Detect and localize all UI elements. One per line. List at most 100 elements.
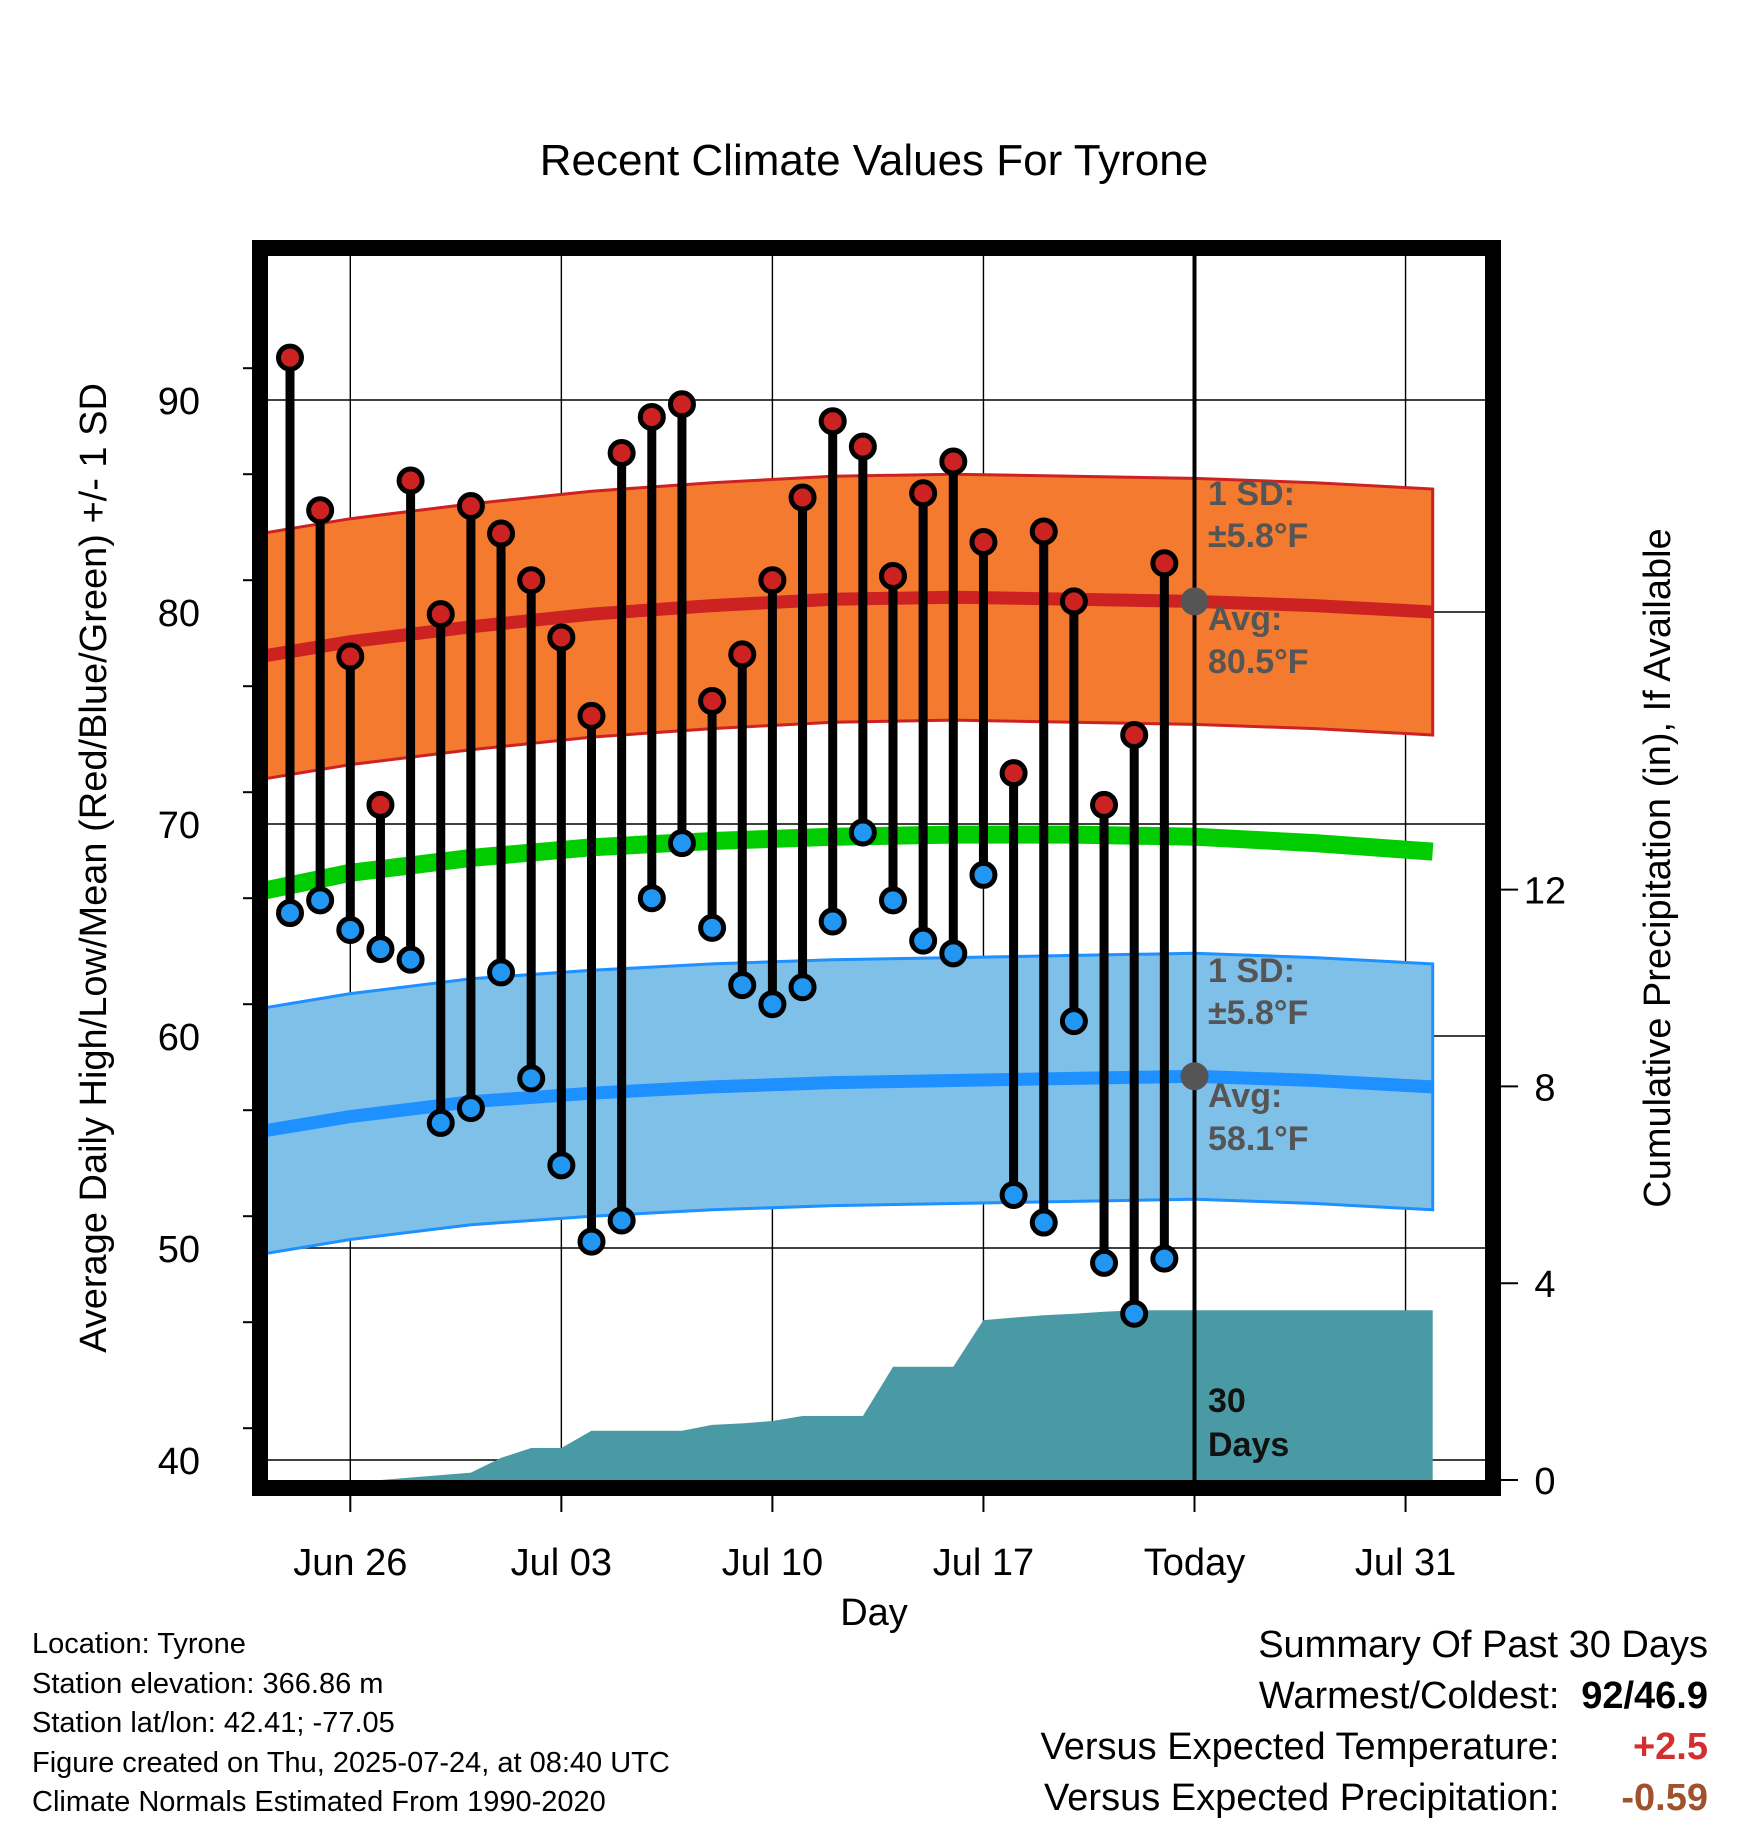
daily-stems [285, 357, 1169, 1314]
low-point-9 [547, 1151, 576, 1180]
x-tick-label-0: Jun 26 [293, 1542, 407, 1584]
today-high-avg-dot [1180, 587, 1209, 616]
low-point-18 [818, 907, 847, 936]
low-point-5 [426, 1108, 455, 1137]
high-avg-label: Avg: [1208, 600, 1282, 638]
mean-avg-line [268, 825, 1434, 900]
high-point-25 [1029, 517, 1058, 546]
high-sd-value: ±5.8°F [1208, 517, 1308, 555]
today-marker [1180, 256, 1209, 1480]
low-point-12 [637, 884, 666, 913]
low-point-26 [1059, 1007, 1088, 1036]
low-point-4 [396, 945, 425, 974]
summary-panel: Summary Of Past 30 Days Warmest/Coldest:… [1041, 1620, 1708, 1824]
low-point-21 [909, 926, 938, 955]
temp-value: +2.5 [1632, 1726, 1708, 1768]
low-point-27 [1090, 1248, 1119, 1277]
low-point-3 [366, 935, 395, 964]
annotations: 1 SD: ±5.8°F Avg: 80.5°F 1 SD: ±5.8°F Avg: 58.1… [1208, 475, 1309, 1464]
low-avg-value: 58.1°F [1208, 1120, 1309, 1158]
high-point-27 [1090, 790, 1119, 819]
created-text: Figure created on Thu, 2025-07-24, at 08… [32, 1746, 670, 1779]
low-point-8 [517, 1064, 546, 1093]
low-point-2 [336, 916, 365, 944]
high-sd-label: 1 SD: [1208, 475, 1295, 513]
precip-value: -0.59 [1621, 1777, 1708, 1819]
low-point-1 [306, 886, 335, 915]
high-point-2 [336, 642, 365, 671]
high-point-16 [758, 566, 787, 595]
high-point-23 [969, 528, 998, 557]
low-sd-value: ±5.8°F [1208, 994, 1308, 1032]
low-point-20 [879, 886, 907, 915]
low-point-24 [999, 1181, 1028, 1209]
y-tick-label-4: 80 [158, 593, 200, 635]
low-point-0 [276, 899, 304, 928]
low-point-16 [758, 990, 787, 1019]
high-point-3 [366, 790, 395, 819]
x-tick-label-4: Today [1144, 1542, 1245, 1584]
high-point-10 [577, 701, 606, 730]
high-point-1 [306, 496, 335, 525]
low-point-7 [487, 958, 516, 987]
high-point-6 [456, 492, 485, 520]
high-point-20 [879, 561, 907, 590]
y-tick-label-1: 50 [158, 1229, 200, 1271]
location-text: Location: Tyrone [32, 1628, 246, 1660]
temp-label: Versus Expected Temperature: [1040, 1726, 1560, 1768]
low-point-22 [939, 939, 968, 968]
warmest-row: Warmest/Coldest: 92/46.9 [1041, 1671, 1708, 1722]
station-info: Location: Tyrone Station elevation: 366.… [32, 1625, 670, 1823]
high-point-26 [1059, 587, 1088, 616]
precip-row: Versus Expected Precipitation: -0.59 [1041, 1773, 1708, 1824]
high-point-13 [667, 390, 696, 419]
high-point-7 [487, 519, 516, 548]
low-point-11 [607, 1206, 636, 1235]
high-point-14 [698, 687, 727, 716]
days-word-label: Days [1208, 1426, 1289, 1464]
warmest-value: 92/46.9 [1581, 1675, 1708, 1717]
high-point-17 [788, 483, 817, 512]
y2-tick-label-3: 12 [1524, 871, 1566, 913]
y-axis-label: Average Daily High/Low/Mean (Red/Blue/Gr… [73, 383, 115, 1353]
high-point-21 [909, 479, 938, 508]
plot-frame [252, 240, 1501, 1496]
high-point-22 [939, 447, 968, 476]
low-point-6 [456, 1094, 485, 1123]
x-tick-label-5: Jul 31 [1355, 1542, 1456, 1584]
precip-area [268, 1310, 1433, 1480]
low-point-14 [698, 913, 727, 942]
axes: 40 50 60 70 80 90 0 4 8 12 Jun 26 Jul 03 Jul 10 Jul 1… [158, 367, 1566, 1584]
low-point-28 [1120, 1299, 1149, 1328]
today-low-avg-dot [1180, 1062, 1209, 1091]
low-avg-label: Avg: [1208, 1077, 1282, 1115]
high-point-8 [517, 566, 546, 595]
low-avg-line [268, 1069, 1434, 1137]
high-point-29 [1150, 549, 1179, 578]
low-point-29 [1150, 1244, 1179, 1273]
x-axis-label: Day [840, 1592, 908, 1634]
high-avg-value: 80.5°F [1208, 643, 1309, 681]
high-point-12 [637, 402, 666, 431]
y-tick-label-3: 70 [158, 805, 200, 847]
high-point-18 [818, 407, 847, 436]
high-point-9 [547, 623, 576, 652]
y2-tick-label-1: 4 [1534, 1264, 1555, 1306]
temp-row: Versus Expected Temperature: +2.5 [1041, 1722, 1708, 1773]
y-tick-label-5: 90 [158, 381, 200, 423]
x-tick-label-2: Jul 10 [722, 1542, 823, 1584]
high-point-5 [426, 600, 455, 629]
high-point-11 [607, 439, 636, 467]
high-point-4 [396, 466, 425, 495]
x-tick-label-3: Jul 17 [933, 1542, 1034, 1584]
high-point-15 [728, 640, 757, 669]
low-point-19 [848, 818, 877, 847]
precip-label: Versus Expected Precipitation: [1044, 1777, 1560, 1819]
summary-heading: Summary Of Past 30 Days [1258, 1624, 1708, 1666]
low-point-17 [788, 973, 817, 1002]
low-point-10 [577, 1227, 606, 1256]
warmest-label: Warmest/Coldest: [1258, 1675, 1560, 1717]
high-point-28 [1120, 720, 1149, 749]
elevation-text: Station elevation: 366.86 m [32, 1667, 384, 1700]
